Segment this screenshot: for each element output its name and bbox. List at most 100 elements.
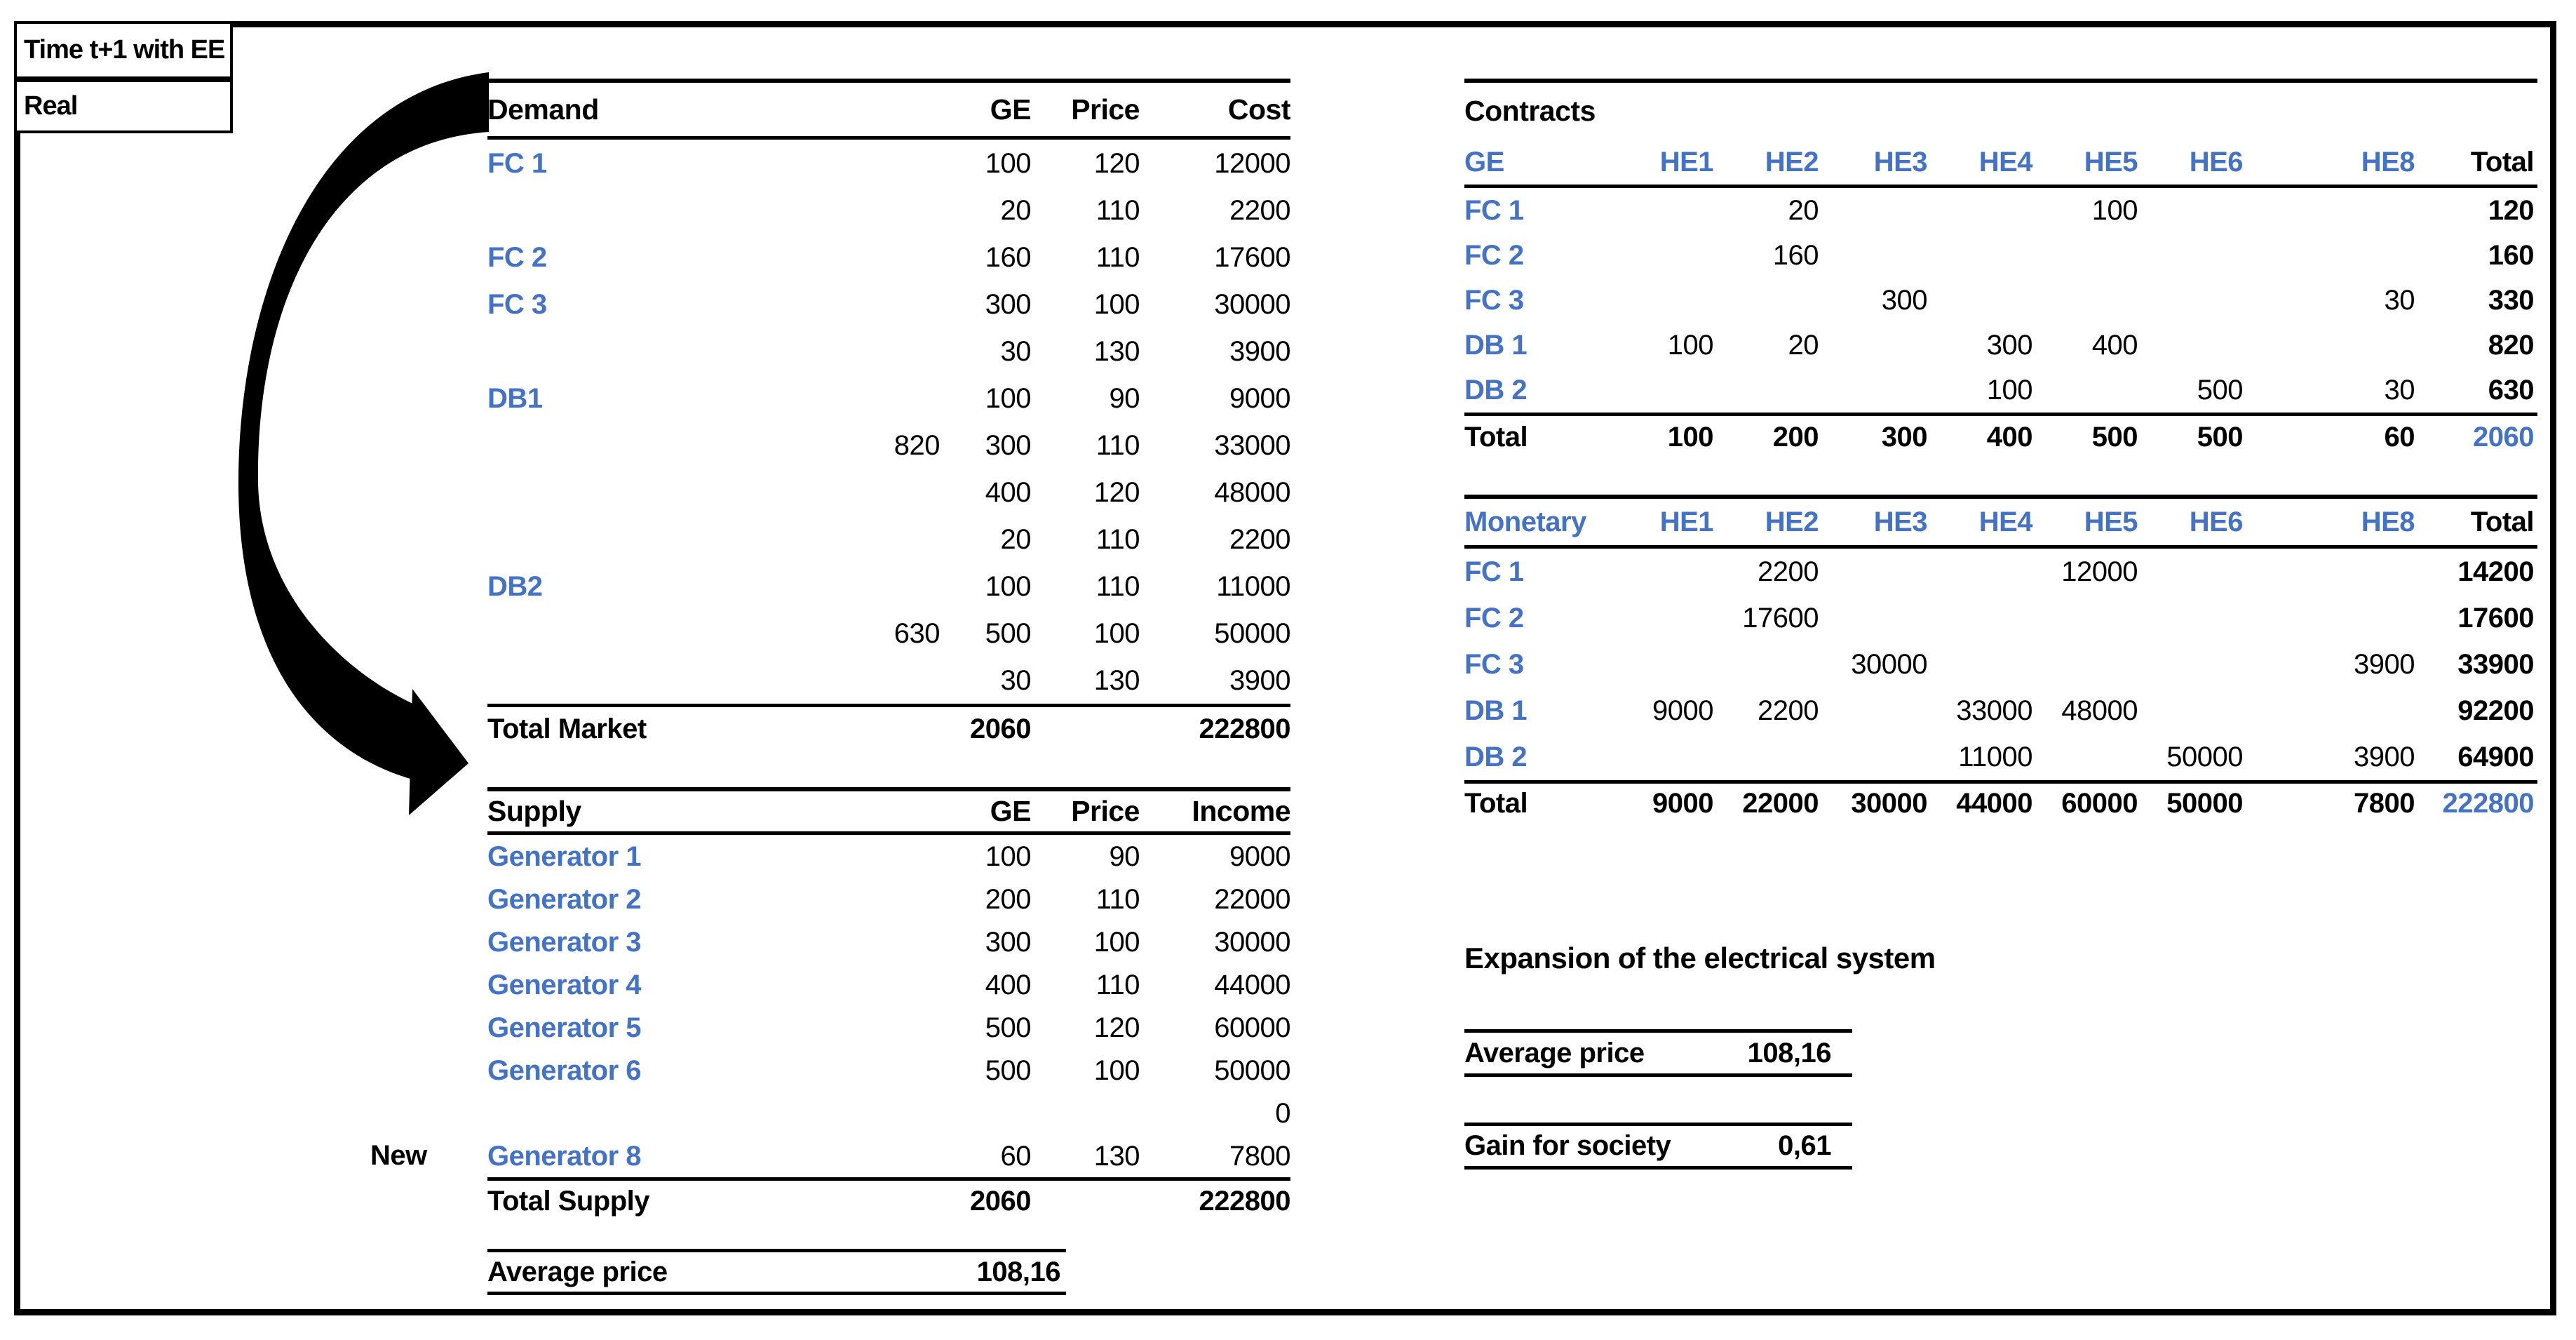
column-header: HE5 <box>2084 507 2138 537</box>
table-row: 30 130 3900 <box>487 328 1291 375</box>
column-header: HE4 <box>1978 147 2033 177</box>
row-total: 17600 <box>2457 603 2534 634</box>
sheet-frame <box>14 21 2556 1315</box>
row-total: 330 <box>2488 285 2535 316</box>
ge-value: 160 <box>985 241 1032 273</box>
supply-header-ge: GE <box>990 795 1032 827</box>
table-row: DB2 100 110 11000 <box>487 563 1291 610</box>
cost-value: 3900 <box>1229 335 1290 367</box>
gain-for-society-label: Gain for society <box>1464 1130 1671 1161</box>
table-row: Generator 3 300 100 30000 <box>487 920 1291 963</box>
column-header: HE2 <box>1765 507 1819 537</box>
price-value: 120 <box>1093 147 1140 179</box>
ge-value: 100 <box>985 840 1032 872</box>
column-total: 60000 <box>2061 787 2138 819</box>
new-generator-marker: New <box>370 1140 427 1171</box>
price-value: 100 <box>1093 617 1140 649</box>
contract-value: 500 <box>2197 375 2244 406</box>
grand-total: 222800 <box>2442 787 2535 819</box>
price-value: 110 <box>1095 429 1140 461</box>
price-value: 90 <box>1109 382 1140 414</box>
cost-value: 2200 <box>1229 194 1290 226</box>
contract-value: 30 <box>2384 375 2415 406</box>
column-total: 44000 <box>1956 787 2032 819</box>
supply-header-row: Supply GE Price Income <box>487 787 1291 835</box>
monetary-table: Monetary HE1 HE2 HE3 HE4 HE5 HE6 HE8 Total FC 1 2… <box>1464 495 2537 822</box>
row-total: 64900 <box>2457 742 2534 772</box>
column-total: 500 <box>2197 421 2244 453</box>
table-row: FC 2 17600 17600 <box>1464 595 2537 641</box>
demand-header-cost: Cost <box>1227 93 1291 126</box>
scenario-title-box: Time t+1 with EE <box>14 21 233 79</box>
total-supply-income: 222800 <box>1199 1185 1291 1217</box>
table-row: FC 3 30000 3900 33900 <box>1464 641 2537 688</box>
monetary-value: 3900 <box>2354 649 2415 680</box>
column-total: 30000 <box>1851 787 1927 819</box>
gain-for-society-box: Gain for society 0,61 <box>1464 1123 1852 1170</box>
row-label: DB 1 <box>1464 330 1528 361</box>
monetary-table-body: FC 1 2200 12000 14200 FC 2 17600 17600 FC 3 3000… <box>1464 549 2537 780</box>
table-row: Total 9000 22000 30000 44000 60000 50000 7800 22… <box>1464 780 2537 822</box>
monetary-value: 12000 <box>2061 556 2138 587</box>
table-row: Monetary HE1 HE2 HE3 HE4 HE5 HE6 HE8 Total <box>1464 499 2537 549</box>
supply-average-price-box: Average price 108,16 <box>487 1249 1066 1295</box>
contracts-total-row: Total 100 200 300 400 500 500 60 2060 <box>1464 413 2537 457</box>
contract-value: 100 <box>2091 195 2138 226</box>
ge-value: 300 <box>985 429 1032 461</box>
table-row: GE HE1 HE2 HE3 HE4 HE5 HE6 HE8 Total <box>1464 140 2537 188</box>
income-value: 7800 <box>1229 1140 1290 1172</box>
contract-value: 100 <box>1986 375 2033 406</box>
supply-total-row: Total Supply 2060 222800 <box>487 1177 1291 1221</box>
cost-value: 50000 <box>1214 617 1290 649</box>
table-row: DB 1 100 20 300 400 820 <box>1464 323 2537 368</box>
row-label: Generator 5 <box>487 1012 642 1043</box>
expansion-average-price-box: Average price 108,16 <box>1464 1029 1852 1077</box>
row-label: FC 3 <box>1464 649 1524 680</box>
supply-table-body: Generator 1 100 90 9000 Generator 2 200 110 220… <box>487 835 1291 1177</box>
row-label: FC 2 <box>487 241 547 273</box>
price-value: 110 <box>1095 523 1140 555</box>
table-row: DB 2 100 500 30 630 <box>1464 368 2537 413</box>
table-row: FC 1 2200 12000 14200 <box>1464 549 2537 595</box>
row-total: 120 <box>2488 195 2535 226</box>
table-row: FC 3 300 100 30000 <box>487 281 1291 328</box>
total-market-ge: 2060 <box>970 713 1031 744</box>
row-total: 630 <box>2488 375 2535 406</box>
column-total: 9000 <box>1652 787 1713 819</box>
row-total: 33900 <box>2457 649 2534 680</box>
ge-value: 30 <box>1000 664 1032 696</box>
row-label: DB1 <box>487 382 543 414</box>
contract-value: 30 <box>2384 285 2415 316</box>
grand-total: 2060 <box>2473 421 2534 453</box>
table-row: Generator 8 60 130 7800 <box>487 1134 1291 1177</box>
table-row: Total 100 200 300 400 500 500 60 2060 <box>1464 413 2537 457</box>
column-total: 50000 <box>2166 787 2243 819</box>
demand-table: Demand GE Price Cost FC 1 100 120 12000 20 11… <box>487 79 1291 751</box>
column-header: HE6 <box>2189 147 2244 177</box>
price-value: 110 <box>1095 241 1140 273</box>
ge-value: 400 <box>985 476 1032 508</box>
ge-value: 300 <box>985 288 1032 320</box>
table-row: 20 110 2200 <box>487 516 1291 563</box>
price-value: 130 <box>1093 335 1140 367</box>
contract-value: 300 <box>1881 285 1928 316</box>
column-total: 100 <box>1667 421 1714 453</box>
price-value: 130 <box>1093 1140 1140 1172</box>
row-label: Generator 3 <box>487 926 642 958</box>
price-value: 120 <box>1093 476 1140 508</box>
corner-header: Monetary <box>1464 507 1586 537</box>
row-label: FC 1 <box>487 147 547 179</box>
total-label: Total <box>1464 787 1528 819</box>
demand-table-body: FC 1 100 120 12000 20 110 2200 FC 2 160 110 17600 F… <box>487 140 1291 704</box>
table-row: Generator 1 100 90 9000 <box>487 835 1291 878</box>
average-price-label: Average price <box>487 1256 668 1287</box>
total-header: Total <box>2470 507 2535 537</box>
subtotal-value: 630 <box>893 617 940 649</box>
table-row: DB1 100 90 9000 <box>487 375 1291 422</box>
table-row: DB 2 11000 50000 3900 64900 <box>1464 734 2537 780</box>
table-row: 0 <box>487 1092 1290 1134</box>
ge-value: 500 <box>985 1012 1032 1043</box>
column-header: HE8 <box>2361 507 2415 537</box>
column-header: HE2 <box>1765 147 1819 177</box>
row-total: 160 <box>2488 240 2535 271</box>
